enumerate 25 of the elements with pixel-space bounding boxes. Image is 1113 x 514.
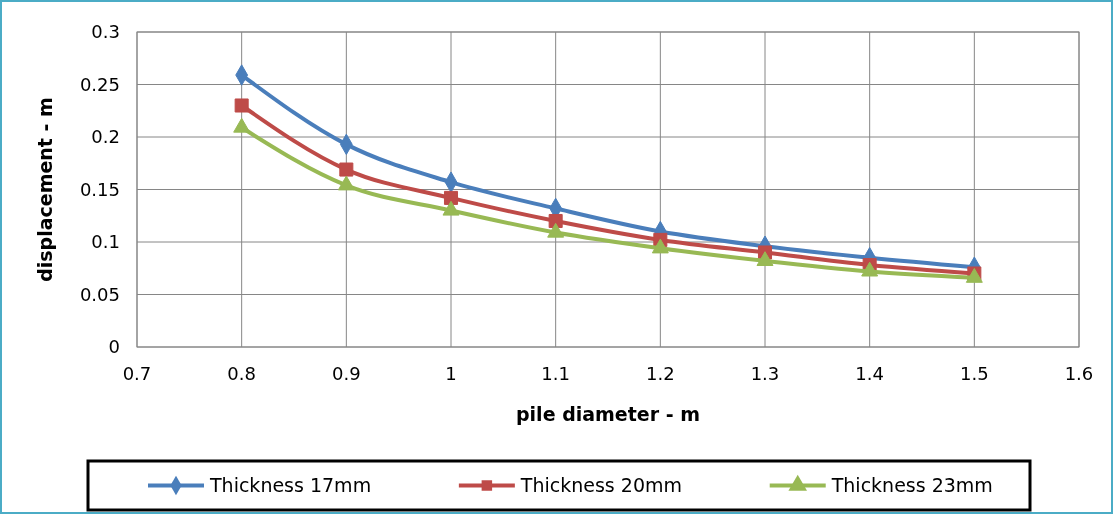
x-tick-label: 1	[445, 363, 457, 384]
y-tick-label: 0.15	[79, 178, 120, 200]
x-axis-title: pile diameter - m	[516, 403, 700, 425]
y-tick-label: 0.05	[79, 283, 120, 305]
point	[234, 98, 249, 113]
point	[443, 190, 459, 205]
x-tick-label: 1.4	[855, 363, 884, 384]
y-tick-label: 0.3	[91, 21, 120, 43]
legend-label: Thickness 23mm	[830, 474, 993, 497]
legend-label: Thickness 17mm	[209, 474, 372, 497]
point	[339, 162, 354, 177]
y-tick-label: 0	[108, 336, 120, 358]
y-axis-title: displacement - m	[34, 97, 56, 282]
x-tick-label: 0.9	[332, 363, 361, 384]
x-tick-label: 1.1	[541, 363, 570, 384]
x-tick-label: 0.8	[227, 363, 256, 384]
y-tick-label: 0.1	[91, 231, 120, 253]
x-tick-label: 1.6	[1064, 363, 1094, 384]
x-tick-label: 0.7	[122, 363, 152, 384]
x-tick-label: 1.3	[750, 363, 780, 384]
x-tick-label: 1.2	[646, 363, 675, 384]
x-tick-label: 1.5	[960, 363, 989, 384]
y-tick-label: 0.2	[91, 126, 120, 148]
legend-label: Thickness 20mm	[519, 474, 682, 497]
y-tick-label: 0.25	[79, 73, 120, 95]
